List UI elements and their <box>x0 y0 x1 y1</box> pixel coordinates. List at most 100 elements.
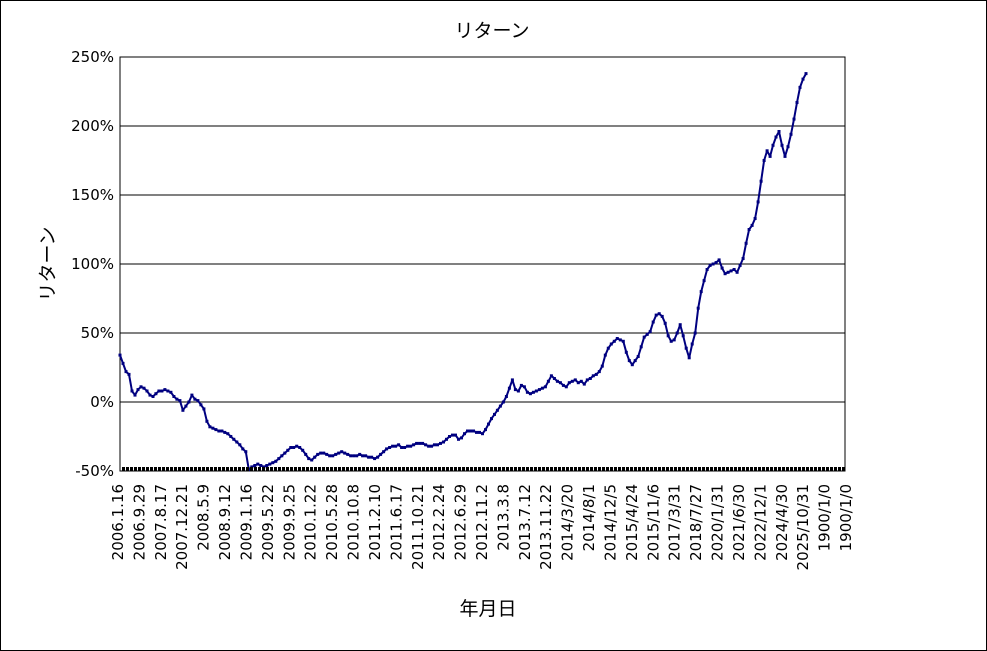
baseline-marker <box>378 467 381 471</box>
baseline-marker <box>538 467 541 471</box>
y-tick-label: 100% <box>71 255 114 273</box>
data-point <box>457 437 460 441</box>
baseline-marker <box>366 467 369 471</box>
data-point <box>355 454 359 458</box>
data-point <box>331 454 335 458</box>
data-point <box>256 462 260 466</box>
data-point <box>588 377 592 380</box>
data-point <box>600 364 604 368</box>
data-point <box>540 386 544 390</box>
x-tick-label: 2009.5.22 <box>259 484 277 560</box>
baseline-marker <box>262 467 265 471</box>
data-point <box>741 257 745 260</box>
data-point <box>238 443 242 447</box>
data-point <box>466 429 469 433</box>
x-axis-ticks: 2006.1.16 2006.9.29 2007.8.17 2007.12.21 200… <box>109 484 855 570</box>
baseline-marker <box>410 467 413 471</box>
data-point <box>253 464 257 467</box>
baseline-marker <box>774 467 777 471</box>
x-tick-label: 2013.3.8 <box>494 484 512 551</box>
x-tick-label: 2010.10.8 <box>345 484 363 560</box>
data-point <box>208 425 212 429</box>
baseline-marker <box>830 467 833 471</box>
data-point <box>678 323 682 327</box>
baseline-marker <box>590 467 593 471</box>
data-point <box>615 337 619 340</box>
baseline-marker <box>514 467 517 471</box>
baseline-marker <box>734 467 737 471</box>
baseline-marker <box>162 467 165 471</box>
data-point <box>609 342 613 346</box>
baseline-marker <box>814 467 817 471</box>
data-point <box>507 386 511 390</box>
baseline-marker <box>294 467 297 471</box>
data-point <box>591 374 595 378</box>
data-point <box>501 400 505 404</box>
data-point <box>235 440 239 444</box>
data-point <box>358 452 362 456</box>
baseline-marker <box>210 467 213 471</box>
baseline-marker <box>282 467 285 471</box>
baseline-marker <box>314 467 317 471</box>
data-point <box>310 458 314 462</box>
data-point <box>397 443 401 447</box>
data-point <box>142 386 146 390</box>
data-point <box>624 350 628 354</box>
baseline-marker <box>666 467 669 471</box>
baseline-marker <box>218 467 221 471</box>
x-tick-label: 2021/6/30 <box>730 484 748 561</box>
x-tick-label: 2008.9.12 <box>216 484 234 560</box>
baseline-marker <box>342 467 345 471</box>
data-point <box>753 217 757 220</box>
baseline-marker <box>430 467 433 471</box>
baseline-marker <box>662 467 665 471</box>
baseline-marker <box>394 467 397 471</box>
baseline-marker <box>562 467 565 471</box>
data-point <box>145 389 149 393</box>
data-point <box>469 429 472 433</box>
baseline-marker <box>474 467 477 471</box>
baseline-marker <box>614 467 617 471</box>
data-point <box>364 454 368 458</box>
data-point <box>196 399 200 403</box>
x-tick-label: 2011.10.21 <box>409 484 427 570</box>
x-tick-label: 1900/1/0 <box>816 484 834 551</box>
data-point <box>738 263 742 267</box>
data-point <box>346 452 350 456</box>
data-point <box>780 143 784 147</box>
data-point <box>373 457 377 461</box>
baseline-marker <box>434 467 437 471</box>
baseline-marker <box>402 467 405 471</box>
data-point <box>130 389 134 393</box>
y-tick-label: -50% <box>75 462 114 480</box>
data-point <box>690 342 694 346</box>
baseline-marker <box>442 467 445 471</box>
data-point <box>244 450 248 454</box>
baseline-marker <box>526 467 529 471</box>
baseline-marker <box>242 467 245 471</box>
data-point <box>516 389 520 393</box>
baseline-marker <box>730 467 733 471</box>
data-point <box>633 359 637 363</box>
data-point <box>792 117 796 121</box>
baseline-marker <box>174 467 177 471</box>
baseline-marker <box>522 467 525 471</box>
baseline-marker <box>422 467 425 471</box>
x-tick-label: 2024/4/30 <box>773 484 791 561</box>
data-point <box>747 228 751 231</box>
data-point <box>777 130 781 133</box>
baseline-marker <box>310 467 313 471</box>
baseline-marker <box>654 467 657 471</box>
baseline-marker <box>698 467 701 471</box>
baseline-marker <box>542 467 545 471</box>
baseline-marker <box>650 467 653 471</box>
baseline-marker <box>298 467 301 471</box>
baseline-marker <box>738 467 741 471</box>
baseline-marker <box>486 467 489 471</box>
data-point <box>504 395 508 398</box>
data-point <box>621 339 625 343</box>
data-point <box>118 353 122 357</box>
baseline-marker <box>478 467 481 471</box>
data-point <box>121 361 125 365</box>
